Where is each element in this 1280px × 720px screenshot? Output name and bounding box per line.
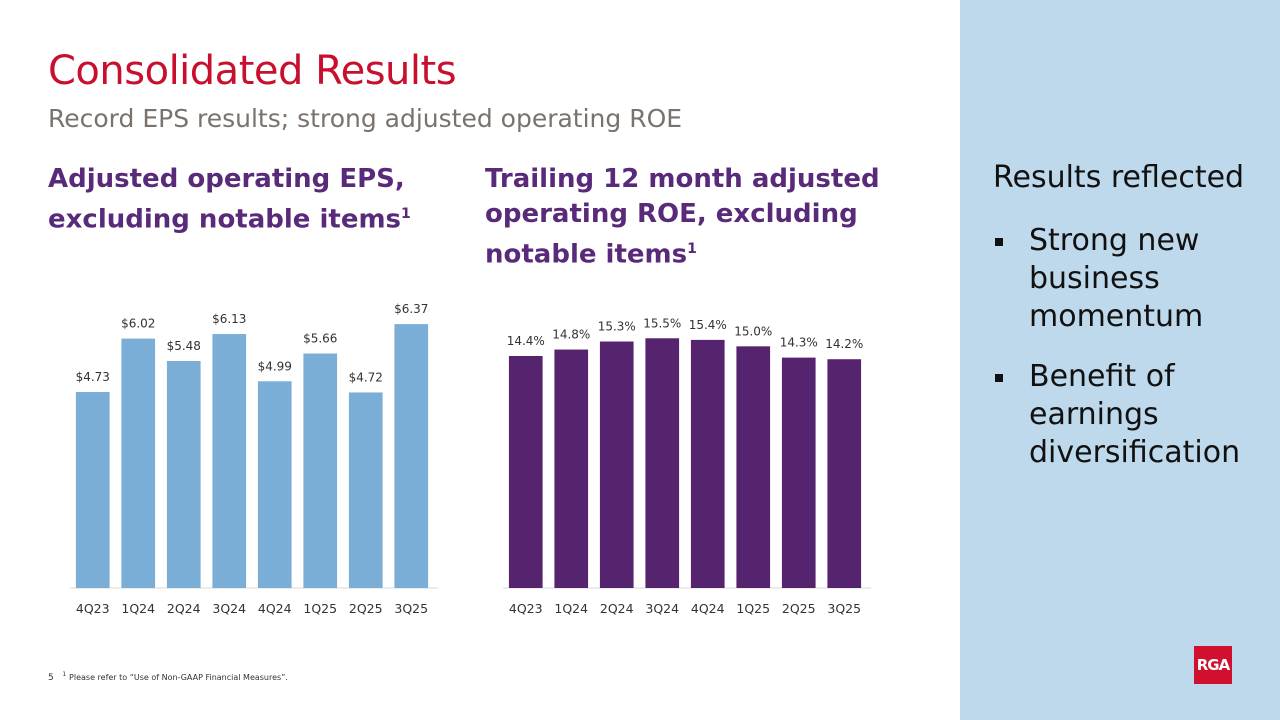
x-tick-label: 2Q25 [349, 601, 383, 616]
slide-subtitle: Record EPS results; strong adjusted oper… [48, 104, 683, 133]
value-label: $6.37 [394, 302, 428, 316]
bar [599, 341, 634, 588]
chart: 14.4% 4Q23 14.8% 1Q24 15.3% 2Q24 15.5% 3Q24 15.4… [503, 316, 871, 616]
value-label: $4.73 [76, 370, 110, 384]
x-tick-label: 4Q24 [258, 601, 292, 616]
bar [736, 346, 771, 588]
value-label: 15.3% [598, 320, 636, 334]
x-tick-label: 4Q23 [509, 601, 543, 616]
bar [303, 353, 338, 588]
footnote-mark: 1 [62, 671, 67, 678]
bar [508, 356, 543, 588]
x-tick-label: 2Q24 [600, 601, 634, 616]
sidebar: Results reflected Strong new business mo… [960, 0, 1280, 720]
logo: RGA [1194, 646, 1232, 684]
value-label: $5.66 [303, 332, 337, 346]
sidebar-heading: Results reflected [993, 160, 1245, 195]
bar [781, 357, 816, 588]
footnote: Please refer to “Use of Non-GAAP Financi… [69, 673, 288, 682]
bar [257, 381, 292, 588]
bar [212, 334, 247, 588]
bullet: Strong new business momentum [993, 222, 1253, 336]
bar [394, 324, 429, 588]
x-tick-label: 1Q25 [736, 601, 770, 616]
value-label: 15.5% [643, 316, 681, 330]
x-tick-label: 1Q24 [121, 601, 155, 616]
value-label: $4.72 [349, 370, 383, 384]
x-tick-label: 2Q24 [167, 601, 201, 616]
x-tick-label: 2Q25 [782, 601, 816, 616]
value-label: $4.99 [258, 359, 292, 373]
value-label: 15.0% [734, 324, 772, 338]
value-label: 14.4% [507, 334, 545, 348]
bullet-list: Strong new business momentum Benefit of … [993, 222, 1253, 494]
bar [645, 338, 680, 588]
footer: 5 1 Please refer to “Use of Non-GAAP Fin… [48, 671, 288, 683]
value-label: $5.48 [167, 339, 201, 353]
bar [554, 349, 589, 588]
value-label: 14.8% [552, 328, 590, 342]
value-label: 15.4% [689, 318, 727, 332]
bar [690, 339, 725, 588]
x-tick-label: 1Q25 [303, 601, 337, 616]
bar [348, 392, 383, 588]
x-tick-label: 4Q23 [76, 601, 110, 616]
value-label: 14.2% [825, 337, 863, 351]
x-tick-label: 3Q25 [394, 601, 428, 616]
x-tick-label: 4Q24 [691, 601, 725, 616]
x-tick-label: 3Q24 [645, 601, 679, 616]
chart: $4.73 4Q23 $6.02 1Q24 $5.48 2Q24 $6.13 3Q24 $4.9… [70, 302, 438, 616]
value-label: $6.02 [121, 317, 155, 331]
x-tick-label: 3Q24 [212, 601, 246, 616]
x-tick-label: 1Q24 [554, 601, 588, 616]
chart-title-box: Adjusted operating EPS, excluding notabl… [48, 162, 438, 238]
footnote-mark: 1 [687, 241, 697, 257]
chart-title-box: Trailing 12 month adjusted operating ROE… [485, 162, 905, 273]
bullet: Benefit of earnings diversification [993, 358, 1253, 472]
x-tick-label: 3Q25 [827, 601, 861, 616]
chart-title: Adjusted operating EPS, excluding notabl… [48, 164, 405, 235]
value-label: 14.3% [780, 336, 818, 350]
bar [75, 392, 110, 588]
bar [166, 360, 201, 588]
chart-title: Trailing 12 month adjusted operating ROE… [485, 164, 880, 270]
bar [827, 359, 862, 588]
bar [121, 338, 156, 588]
footnote-mark: 1 [401, 206, 411, 222]
slide-title: Consolidated Results [48, 48, 457, 94]
value-label: $6.13 [212, 312, 246, 326]
page-number: 5 [48, 673, 54, 683]
